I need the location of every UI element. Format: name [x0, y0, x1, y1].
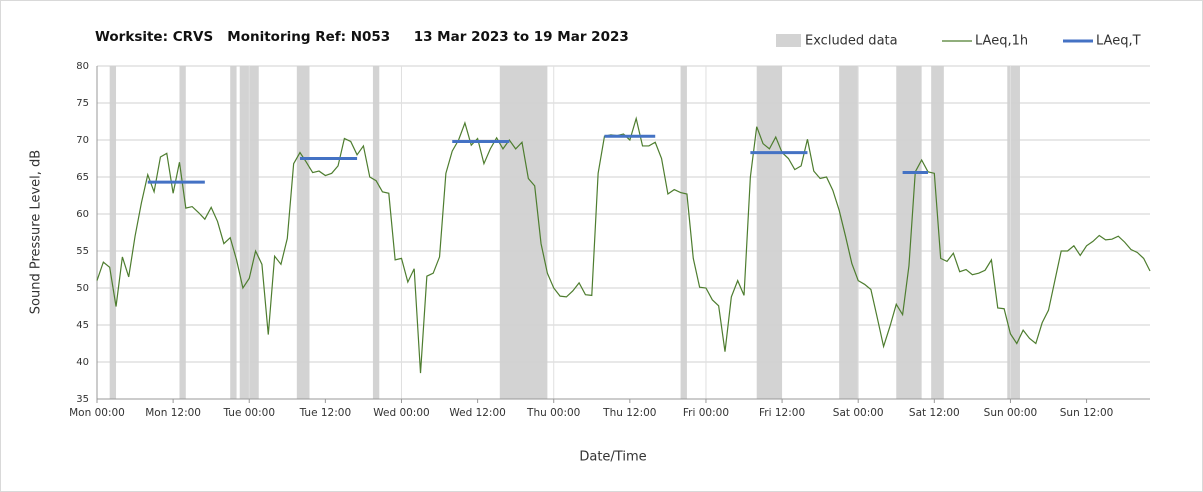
x-tick-label: Mon 12:00: [145, 407, 201, 419]
excluded-band: [931, 66, 944, 399]
excluded-band: [680, 66, 687, 399]
excluded-band: [839, 66, 859, 399]
x-tick-label: Thu 00:00: [526, 407, 580, 419]
y-tick-label: 60: [76, 209, 89, 220]
x-tick-label: Sun 12:00: [1060, 407, 1114, 419]
y-tick-label: 55: [76, 246, 89, 257]
y-tick-label: 80: [76, 61, 89, 72]
legend-label: LAeq,T: [1096, 34, 1141, 49]
excluded-band: [230, 66, 237, 399]
x-tick-label: Mon 00:00: [69, 407, 125, 419]
y-tick-label: 70: [76, 135, 89, 146]
x-axis-title: Date/Time: [579, 450, 646, 465]
x-tick-label: Sat 00:00: [833, 407, 884, 419]
y-tick-label: 40: [76, 357, 89, 368]
x-tick-label: Sun 00:00: [984, 407, 1038, 419]
excluded-band: [296, 66, 310, 399]
x-tick-label: Fri 00:00: [683, 407, 729, 419]
x-tick-label: Fri 12:00: [759, 407, 805, 419]
x-tick-label: Tue 00:00: [222, 407, 275, 419]
excluded-band: [896, 66, 922, 399]
x-tick-label: Tue 12:00: [299, 407, 352, 419]
y-tick-label: 45: [76, 320, 89, 331]
excluded-band: [756, 66, 783, 399]
data-line: [96, 116, 1151, 374]
excluded-band: [179, 66, 186, 399]
legend-label: LAeq,1h: [975, 34, 1028, 49]
x-tick-label: Thu 12:00: [602, 407, 656, 419]
legend-label: Excluded data: [805, 34, 898, 49]
y-tick-label: 65: [76, 172, 89, 183]
y-axis-title: Sound Pressure Level, dB: [29, 150, 44, 314]
excluded-band: [1007, 66, 1020, 399]
y-tick-label: 35: [76, 394, 89, 405]
excluded-band: [372, 66, 380, 399]
x-tick-label: Wed 12:00: [449, 407, 506, 419]
chart-title: Worksite: CRVS Monitoring Ref: N053 13 M…: [95, 29, 629, 45]
y-tick-label: 75: [76, 98, 89, 109]
excluded-band: [109, 66, 117, 399]
legend-swatch: [776, 34, 801, 47]
x-tick-label: Sat 12:00: [909, 407, 960, 419]
y-tick-label: 50: [76, 283, 89, 294]
x-tick-label: Wed 00:00: [373, 407, 430, 419]
